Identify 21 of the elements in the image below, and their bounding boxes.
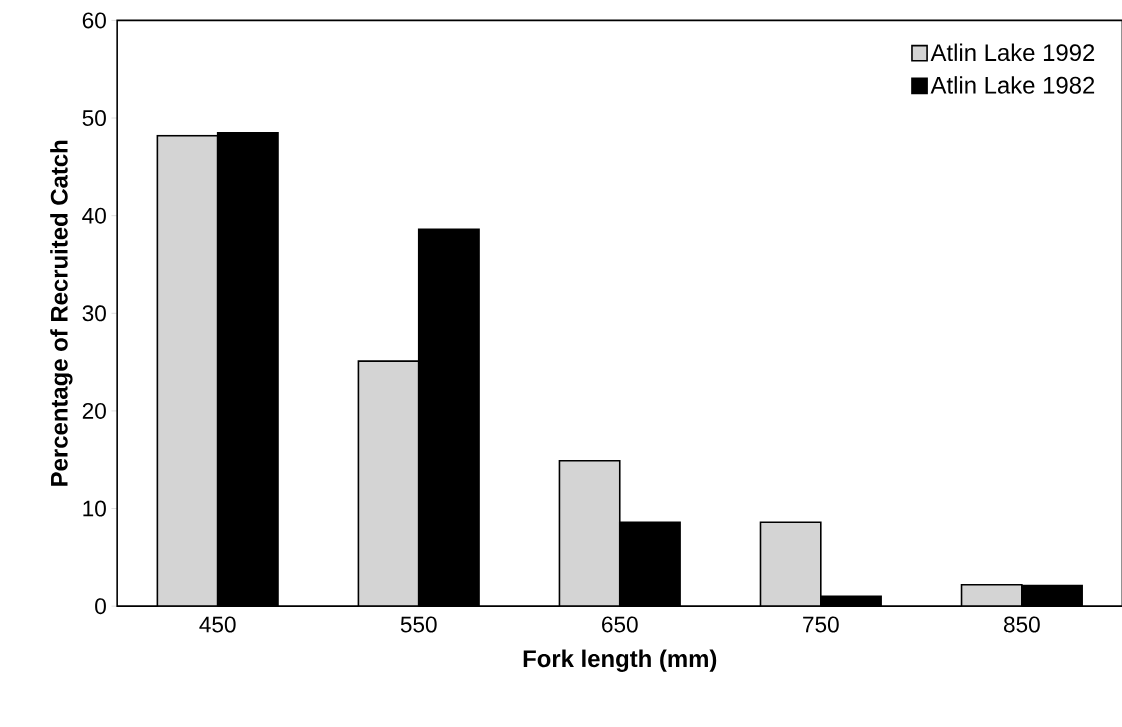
y-tick-label: 50	[82, 110, 106, 127]
y-tick-label: 60	[82, 12, 106, 29]
bar	[558, 459, 621, 607]
y-tick-label: 40	[82, 207, 106, 224]
x-axis-title: Fork length (mm)	[523, 649, 717, 672]
legend-label: Atlin Lake 1992	[930, 43, 1095, 62]
legend-label: Atlin Lake 1982	[930, 76, 1095, 94]
y-tick-label: 0	[95, 598, 106, 615]
x-tick-label: 850	[1003, 616, 1040, 633]
y-tick-label: 30	[82, 305, 106, 322]
y-axis-title: Percentage of Recruited Catch	[50, 140, 73, 486]
y-tick-label: 20	[82, 402, 106, 419]
bar	[759, 521, 822, 607]
x-tick-label: 750	[803, 616, 839, 633]
bar	[357, 360, 420, 607]
x-tick-label: 550	[400, 616, 437, 633]
x-tick-label: 650	[602, 616, 638, 633]
x-tick-label: 450	[199, 616, 236, 633]
bar	[156, 134, 219, 607]
bar	[960, 583, 1023, 607]
y-tick-label: 10	[83, 500, 106, 517]
